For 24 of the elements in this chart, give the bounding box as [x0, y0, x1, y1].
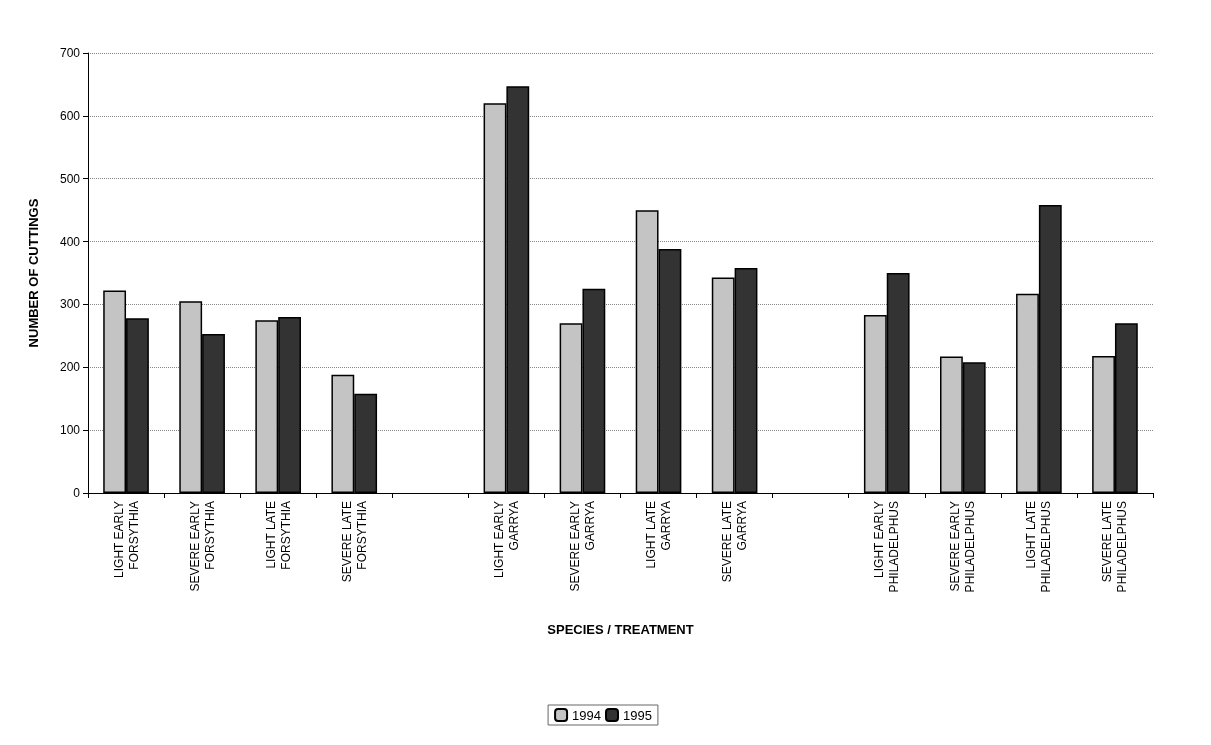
legend-label: 1995 — [623, 707, 652, 723]
x-tick-label: LIGHT EARLY GARRYA — [491, 501, 521, 578]
y-tick-label: 600 — [59, 108, 81, 123]
x-tick-label: LIGHT LATE GARRYA — [644, 501, 674, 569]
x-tick-label: SEVERE EARLY FORSYTHIA — [187, 501, 217, 592]
x-tick-label: SEVERE LATE GARRYA — [720, 501, 750, 583]
x-tick-label: LIGHT EARLY FORSYTHIA — [111, 501, 141, 578]
y-tick-label: 700 — [59, 46, 81, 60]
y-tick-label: 200 — [59, 360, 81, 375]
y-axis-title: NUMBER OF CUTTINGS — [26, 198, 41, 348]
legend-label: 1994 — [572, 707, 601, 723]
x-tick-label: SEVERE LATE PHILADELPHUS — [1100, 501, 1130, 593]
y-tick-label: 300 — [59, 297, 81, 312]
y-tick-label: 0 — [73, 486, 81, 500]
y-tick-label: 500 — [59, 171, 81, 186]
y-tick-label: 100 — [59, 423, 81, 438]
x-tick-label: LIGHT LATE PHILADELPHUS — [1024, 501, 1054, 593]
y-tick-label: 400 — [59, 234, 81, 249]
x-tick-label: LIGHT EARLY PHILADELPHUS — [872, 501, 902, 593]
x-tick-label: SEVERE EARLY PHILADELPHUS — [948, 501, 978, 593]
x-tick-label: LIGHT LATE FORSYTHIA — [263, 501, 293, 570]
x-axis-title: SPECIES / TREATMENT — [547, 622, 694, 637]
x-tick-label: SEVERE EARLY GARRYA — [567, 501, 597, 592]
x-tick-label: SEVERE LATE FORSYTHIA — [339, 501, 369, 583]
